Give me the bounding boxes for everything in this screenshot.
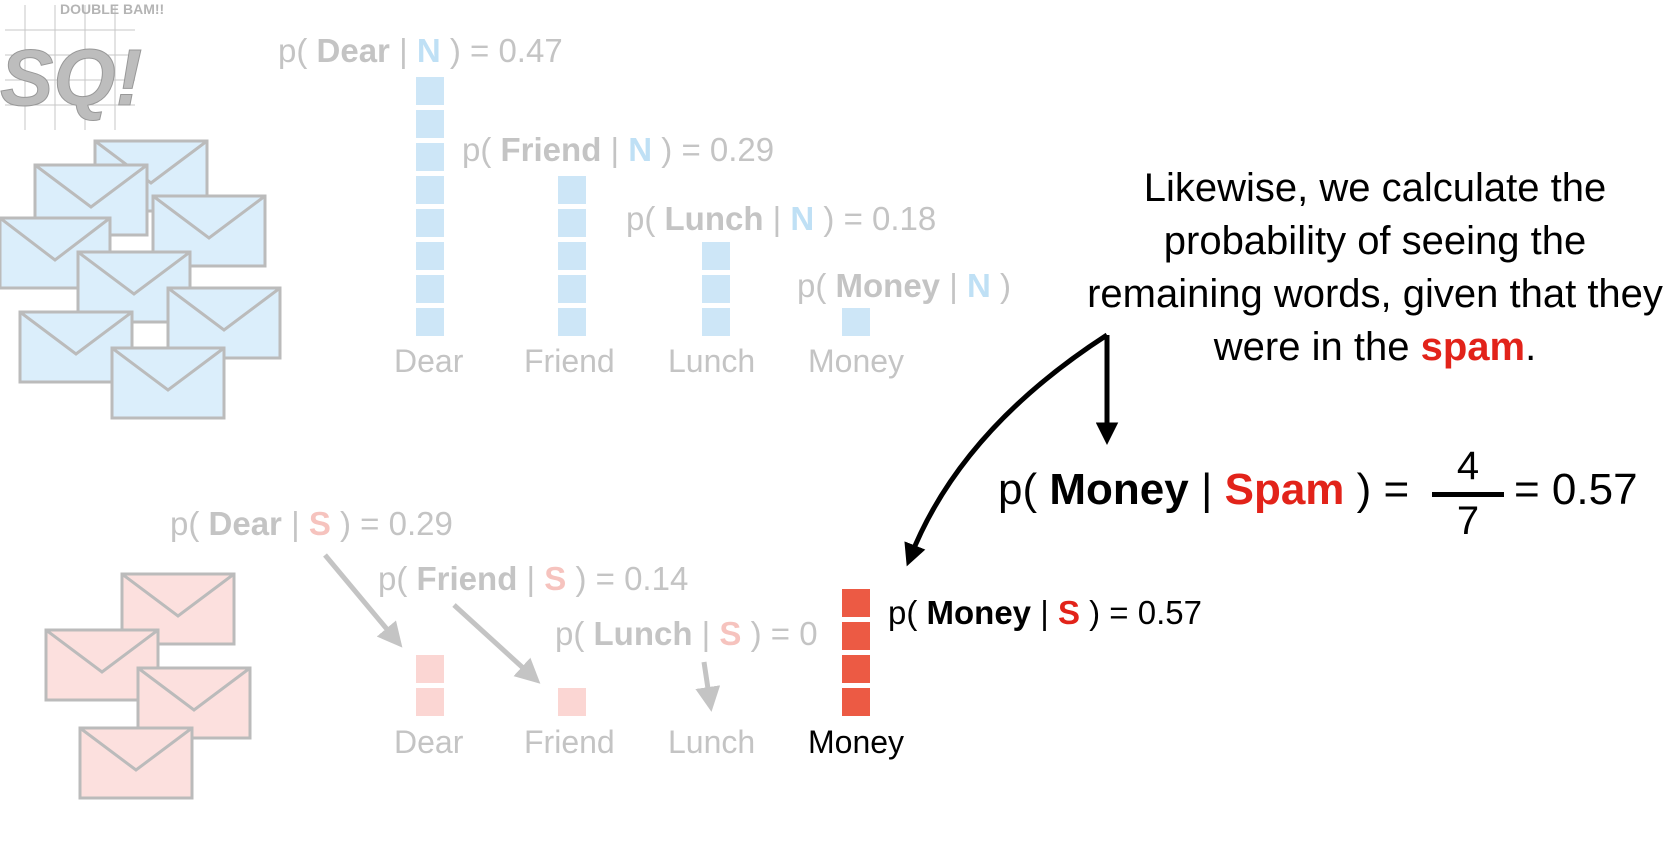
prob-dear-normal: p( Dear | N ) = 0.47 <box>278 32 563 69</box>
normal-bar-block-lunch <box>702 242 730 270</box>
spam-bars <box>416 589 870 716</box>
equation-result: = 0.57 <box>1514 465 1638 514</box>
normal-bar-block-friend <box>558 242 586 270</box>
logo-top-text: DOUBLE BAM!! <box>60 1 164 17</box>
callout-text: Likewise, we calculate the probability o… <box>1087 166 1663 369</box>
envelope-icon <box>136 666 252 740</box>
normal-bar-block-lunch <box>702 275 730 303</box>
spam-bar-block-money <box>842 589 870 617</box>
faded-arrows <box>323 553 721 712</box>
normal-bar-block-friend <box>558 308 586 336</box>
spam-envelopes <box>44 572 252 800</box>
spam-bar-block-friend <box>558 688 586 716</box>
normal-bar-block-dear <box>416 209 444 237</box>
spam-word-friend: Friend <box>524 724 615 760</box>
fraction-bar <box>1432 492 1504 497</box>
arrow-dear <box>323 553 403 648</box>
normal-word-dear: Dear <box>394 343 464 379</box>
normal-bar-block-dear <box>416 176 444 204</box>
normal-bar-block-dear <box>416 110 444 138</box>
prob-lunch-spam: p( Lunch | S ) = 0 <box>555 615 818 652</box>
prob-friend-normal: p( Friend | N ) = 0.29 <box>462 131 775 168</box>
prob-lunch-normal: p( Lunch | N ) = 0.18 <box>626 200 937 237</box>
spam-word-lunch: Lunch <box>668 724 756 760</box>
fraction-denominator: 7 <box>1456 499 1480 543</box>
spam-word-dear: Dear <box>394 724 464 760</box>
normal-bar-block-dear <box>416 308 444 336</box>
normal-word-money: Money <box>808 343 905 379</box>
arrow-lunch <box>695 661 721 712</box>
arrow-to-money-bar <box>904 332 1109 567</box>
fraction-numerator: 4 <box>1456 444 1480 488</box>
spam-bar-block-money <box>842 688 870 716</box>
normal-bar-block-friend <box>558 209 586 237</box>
envelope-icon <box>166 286 282 360</box>
callout-highlight: spam <box>1420 325 1526 369</box>
envelope-icon <box>110 346 226 420</box>
arrow-friend <box>452 603 541 684</box>
normal-bar-block-lunch <box>702 308 730 336</box>
logo-letters: SQ! <box>0 33 142 122</box>
normal-bar-block-dear <box>416 242 444 270</box>
normal-bar-block-dear <box>416 143 444 171</box>
normal-bar-block-dear <box>416 275 444 303</box>
spam-bar-block-money <box>842 655 870 683</box>
spam-bar-block-money <box>842 622 870 650</box>
normal-bar-block-dear <box>416 77 444 105</box>
prob-money-normal: p( Money | N ) <box>797 267 1011 304</box>
normal-word-lunch: Lunch <box>668 343 756 379</box>
envelope-icon <box>78 726 194 800</box>
callout-arrows <box>904 332 1119 567</box>
normal-bars <box>416 77 870 336</box>
normal-bar-block-friend <box>558 176 586 204</box>
prob-dear-spam: p( Dear | S ) = 0.29 <box>170 505 453 542</box>
statquest-logo: DOUBLE BAM!! SQ! <box>0 1 164 130</box>
normal-envelopes <box>0 139 282 420</box>
equation-fraction: 4 7 <box>1432 446 1504 541</box>
normal-bar-block-money <box>842 308 870 336</box>
spam-bar-block-dear <box>416 655 444 683</box>
normal-word-friend: Friend <box>524 343 615 379</box>
normal-bar-block-friend <box>558 275 586 303</box>
prob-friend-spam: p( Friend | S ) = 0.14 <box>378 560 689 597</box>
spam-word-money: Money <box>808 724 905 760</box>
spam-bar-block-dear <box>416 688 444 716</box>
prob-money-spam: p( Money | S ) = 0.57 <box>888 594 1202 631</box>
equation-left: p( Money | Spam ) = <box>998 465 1410 514</box>
